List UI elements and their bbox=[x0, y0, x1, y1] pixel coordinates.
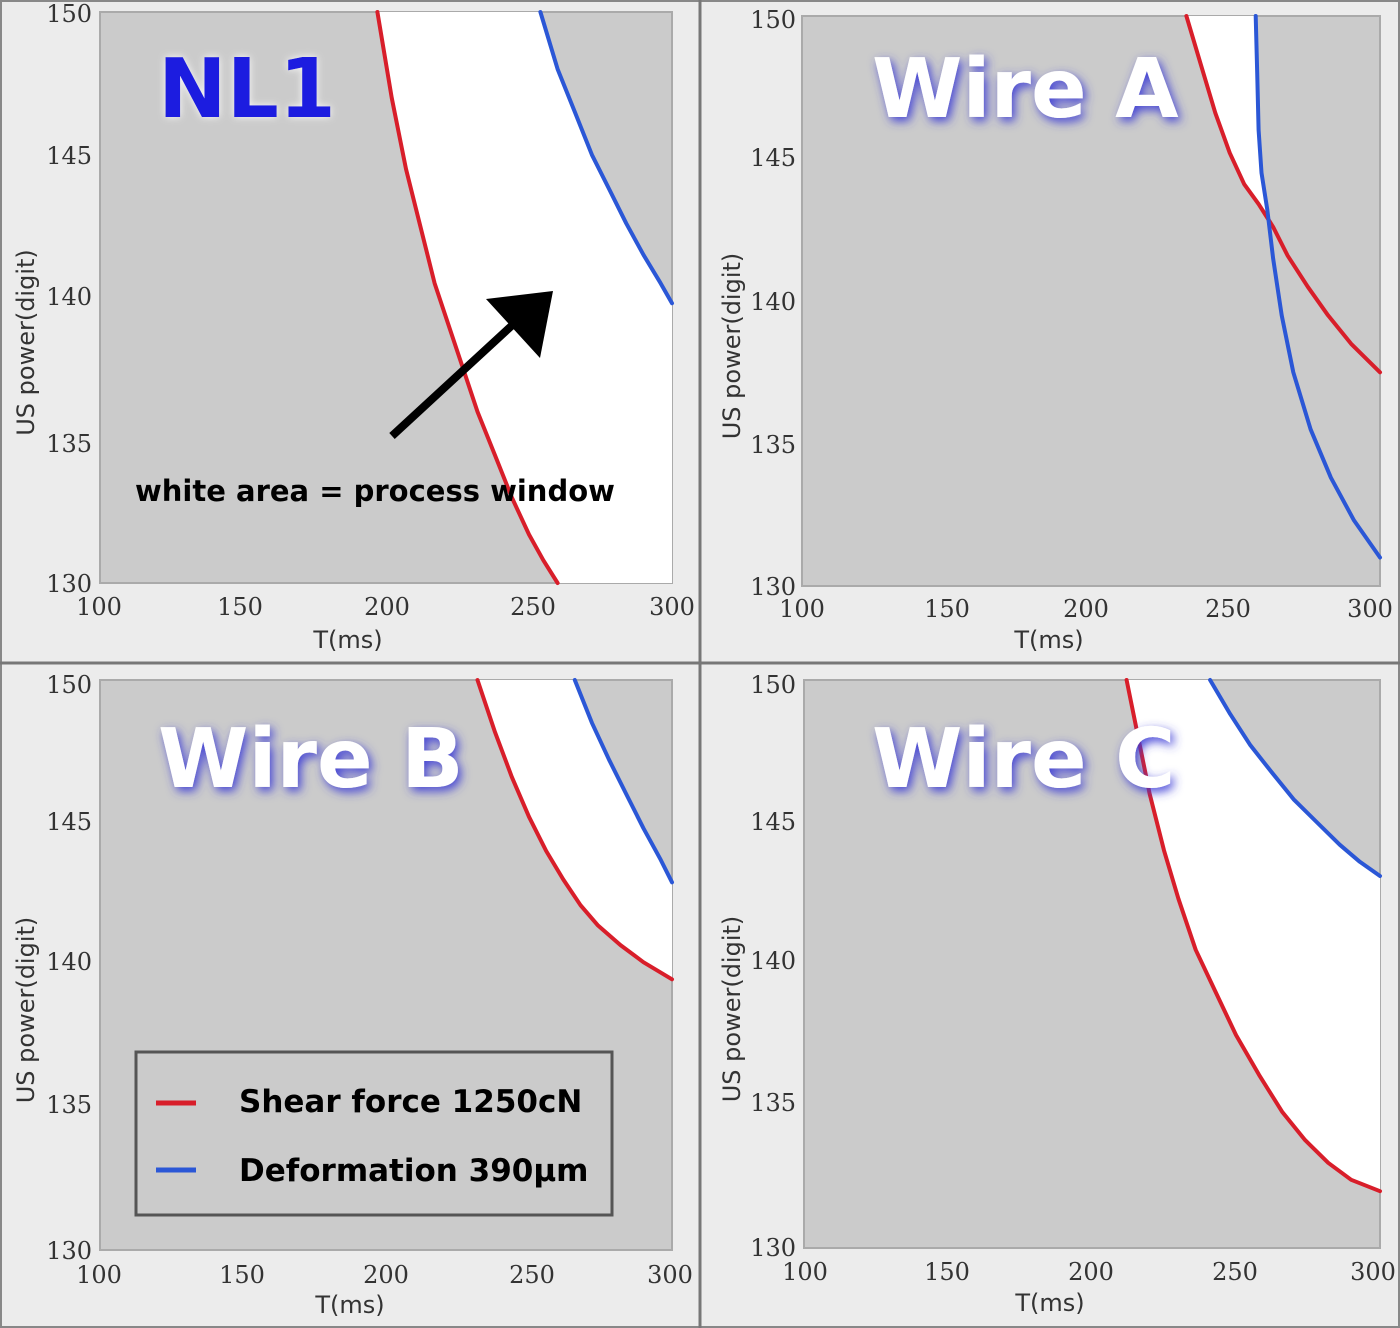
chart-panel-wire-c: 100 150 200 250 300 130 135 140 145 150 T(ms) US po… bbox=[718, 671, 1396, 1317]
y-tick-label: 150 bbox=[46, 0, 92, 28]
x-axis-title: T(ms) bbox=[1014, 1289, 1084, 1317]
y-tick-label: 130 bbox=[750, 573, 796, 601]
legend-box bbox=[134, 1050, 614, 1217]
y-axis-title: US power(digit) bbox=[718, 916, 746, 1103]
legend-label-deformation: Deformation 390μm bbox=[239, 1153, 588, 1189]
x-axis-title: T(ms) bbox=[314, 1291, 384, 1319]
x-tick-label: 150 bbox=[924, 595, 970, 623]
y-tick-label: 135 bbox=[46, 430, 92, 458]
y-tick-label: 145 bbox=[750, 144, 796, 172]
x-axis-title: T(ms) bbox=[312, 626, 382, 654]
y-tick-label: 135 bbox=[750, 431, 796, 459]
y-axis-title: US power(digit) bbox=[718, 253, 746, 440]
x-tick-label: 250 bbox=[509, 1261, 555, 1289]
process-window-annotation: white area = process window bbox=[135, 291, 615, 508]
x-tick-label: 100 bbox=[76, 1261, 122, 1289]
x-axis-title: T(ms) bbox=[1013, 626, 1083, 654]
deformation-line bbox=[538, 10, 674, 306]
y-axis-title: US power(digit) bbox=[12, 917, 40, 1104]
x-tick-label: 250 bbox=[1212, 1258, 1258, 1286]
shear-force-line bbox=[475, 678, 674, 982]
chart-panel-nl1: 100 150 200 250 300 130 135 140 145 150 T(ms) US po… bbox=[12, 0, 695, 654]
chart-panel-wire-a: 100 150 200 250 300 130 135 140 145 150 T(ms) US po… bbox=[718, 6, 1393, 654]
panel-title-wire-b: Wire B bbox=[158, 712, 464, 807]
y-tick-label: 150 bbox=[46, 671, 92, 699]
y-tick-label: 135 bbox=[750, 1089, 796, 1117]
x-tick-label: 200 bbox=[1068, 1258, 1114, 1286]
panel-title-wire-c: Wire C bbox=[872, 712, 1175, 807]
x-tick-label: 300 bbox=[647, 1261, 693, 1289]
legend: Shear force 1250cN Deformation 390μm bbox=[134, 1050, 614, 1217]
x-tick-label: 200 bbox=[364, 593, 410, 621]
y-tick-label: 140 bbox=[750, 947, 796, 975]
plot-area bbox=[801, 15, 1381, 587]
y-tick-label: 140 bbox=[46, 948, 92, 976]
x-tick-label: 300 bbox=[1347, 595, 1393, 623]
y-tick-label: 140 bbox=[46, 283, 92, 311]
deformation-line bbox=[1253, 14, 1382, 560]
x-tick-label: 250 bbox=[1205, 595, 1251, 623]
shear-force-line bbox=[1124, 678, 1382, 1194]
y-tick-label: 130 bbox=[750, 1234, 796, 1262]
annotation-arrowhead bbox=[486, 291, 553, 358]
process-window-region bbox=[477, 680, 672, 980]
x-tick-label: 150 bbox=[217, 593, 263, 621]
process-window-region bbox=[1186, 16, 1268, 213]
x-tick-label: 200 bbox=[363, 1261, 409, 1289]
y-tick-label: 140 bbox=[750, 288, 796, 316]
panel-title-nl1: NL1 bbox=[158, 42, 336, 137]
x-tick-label: 300 bbox=[649, 593, 695, 621]
x-tick-label: 150 bbox=[924, 1258, 970, 1286]
deformation-line bbox=[1208, 678, 1382, 878]
process-window-region bbox=[1126, 680, 1380, 1192]
shear-force-line bbox=[1184, 14, 1382, 375]
annotation-text: white area = process window bbox=[135, 474, 615, 508]
x-tick-label: 100 bbox=[779, 595, 825, 623]
x-tick-label: 100 bbox=[76, 593, 122, 621]
y-tick-label: 145 bbox=[46, 808, 92, 836]
y-tick-label: 130 bbox=[46, 1237, 92, 1265]
chart-panel-wire-b: 100 150 200 250 300 130 135 140 145 150 T(ms) US po… bbox=[12, 671, 693, 1319]
y-tick-label: 150 bbox=[750, 6, 796, 34]
x-tick-label: 250 bbox=[510, 593, 556, 621]
y-tick-label: 145 bbox=[46, 142, 92, 170]
y-tick-label: 145 bbox=[750, 808, 796, 836]
y-axis-title: US power(digit) bbox=[12, 249, 40, 436]
y-tick-label: 150 bbox=[750, 671, 796, 699]
annotation-arrow bbox=[389, 315, 523, 439]
x-tick-label: 300 bbox=[1350, 1258, 1396, 1286]
y-tick-label: 130 bbox=[46, 570, 92, 598]
x-tick-label: 150 bbox=[219, 1261, 265, 1289]
legend-label-shear: Shear force 1250cN bbox=[239, 1084, 582, 1120]
panel-title-wire-a: Wire A bbox=[872, 42, 1179, 137]
x-tick-label: 100 bbox=[782, 1258, 828, 1286]
deformation-line bbox=[572, 678, 674, 885]
x-tick-label: 200 bbox=[1063, 595, 1109, 623]
y-tick-label: 135 bbox=[46, 1091, 92, 1119]
